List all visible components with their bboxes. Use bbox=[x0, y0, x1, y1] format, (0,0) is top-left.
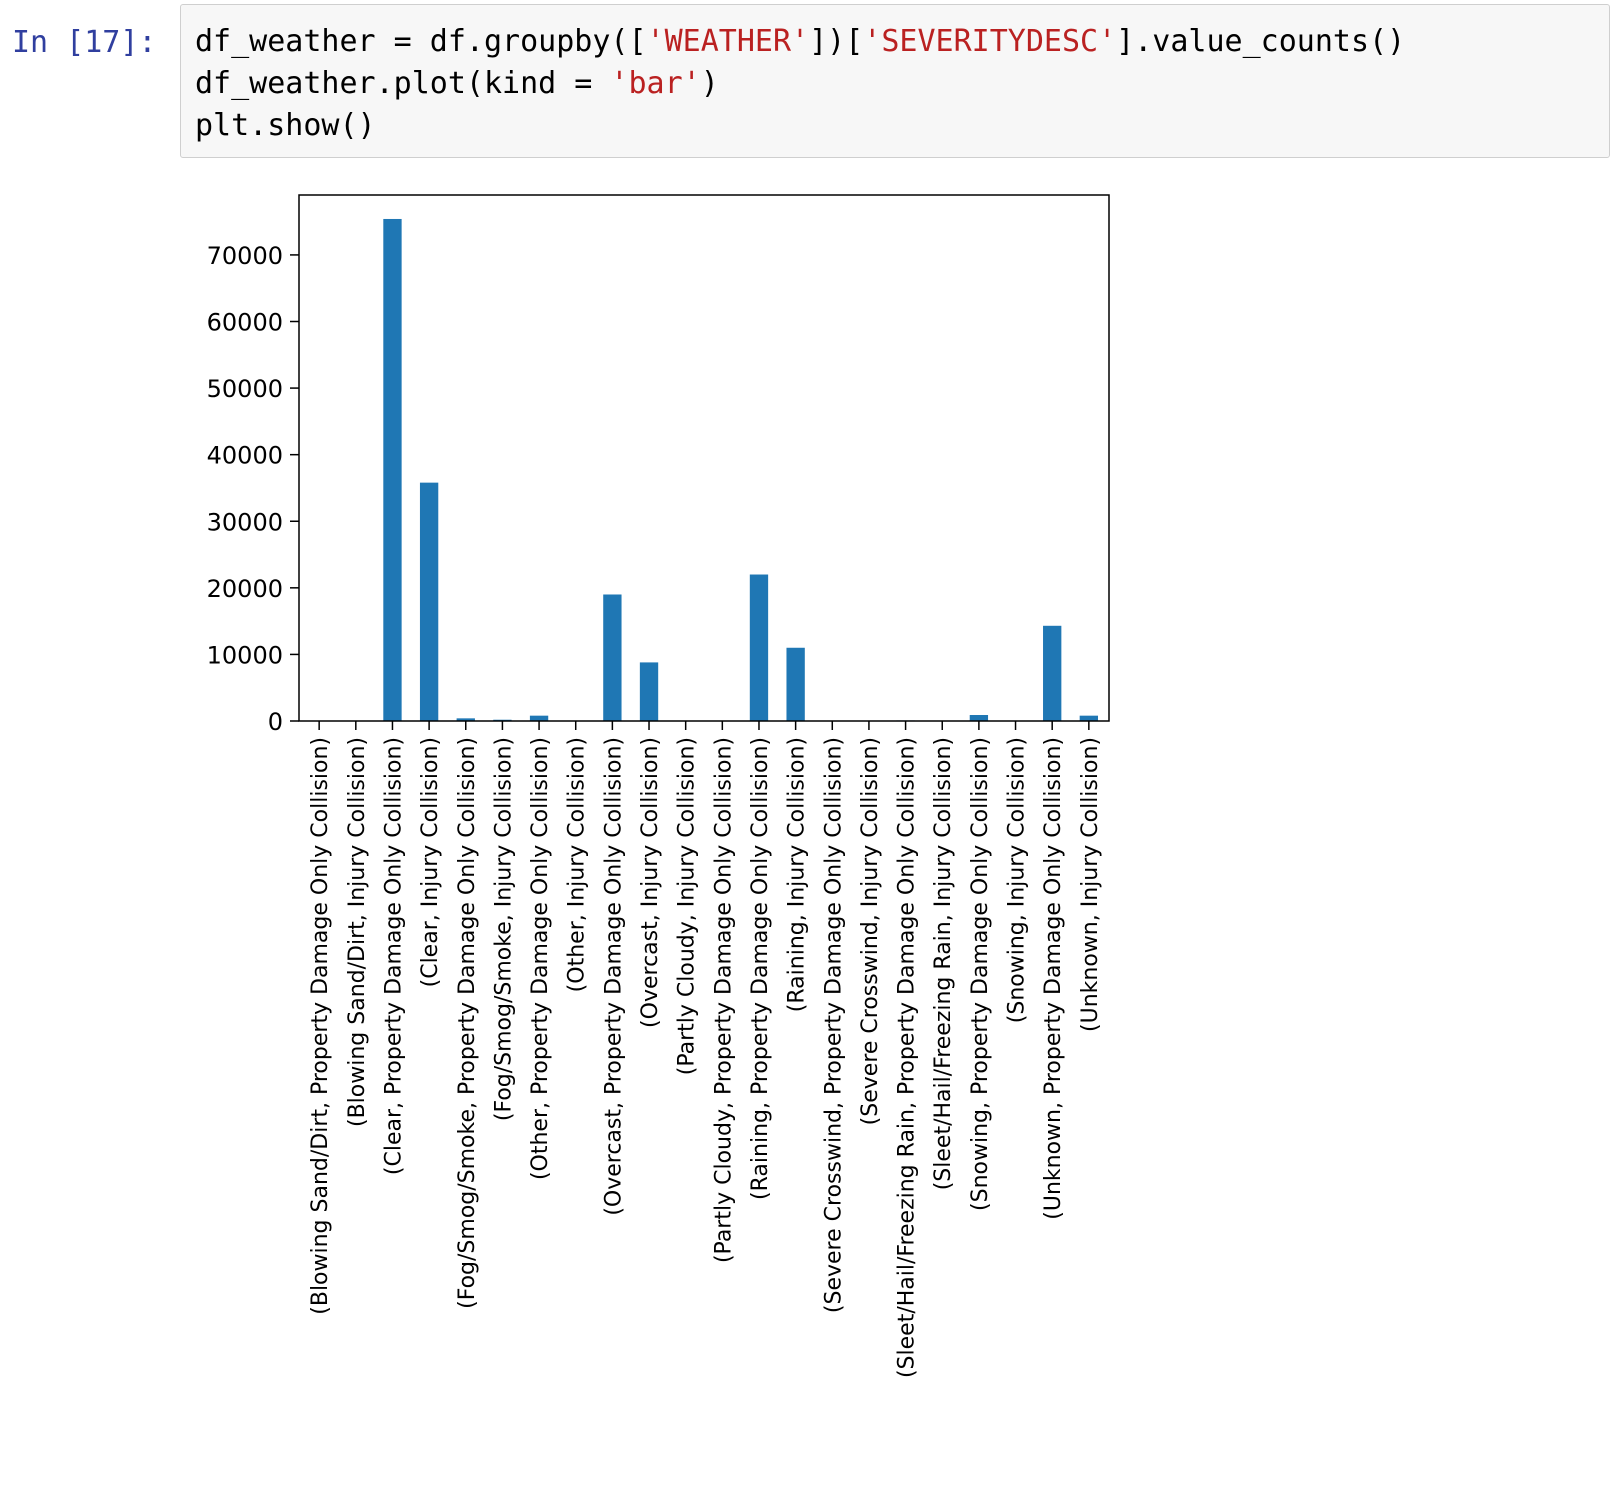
x-tick-label: (Unknown, Property Damage Only Collision… bbox=[1041, 737, 1066, 1220]
code-token: ) bbox=[700, 66, 719, 101]
x-tick-label: (Unknown, Injury Collision) bbox=[1078, 737, 1103, 1032]
bar bbox=[786, 647, 805, 721]
y-tick-label: 70000 bbox=[207, 242, 283, 270]
plot-frame bbox=[298, 194, 1110, 722]
code-line: df_weather = df.groupby(['WEATHER'])['SE… bbox=[195, 21, 1595, 63]
cell-output: 0 10000 20000 30000 40000 50000 60000 70000 (Blo… bbox=[180, 180, 1610, 1490]
code-token: ].value_counts() bbox=[1116, 24, 1406, 59]
x-tick-label: (Snowing, Injury Collision) bbox=[1005, 737, 1030, 1023]
x-tick-label: (Other, Injury Collision) bbox=[565, 737, 590, 992]
code-cell-editor[interactable]: df_weather = df.groupby(['WEATHER'])['SE… bbox=[180, 4, 1610, 158]
x-tick-label: (Snowing, Property Damage Only Collision… bbox=[968, 737, 993, 1211]
bar bbox=[529, 715, 549, 721]
x-tick-label: (Sleet/Hail/Freezing Rain, Property Dama… bbox=[895, 737, 920, 1378]
bar bbox=[639, 662, 659, 721]
x-tick-label: (Overcast, Injury Collision) bbox=[638, 737, 663, 1028]
x-tick-label: (Partly Cloudy, Injury Collision) bbox=[675, 737, 700, 1075]
x-tick-label: (Raining, Property Damage Only Collision… bbox=[748, 737, 773, 1200]
bar bbox=[1079, 715, 1099, 721]
y-tick-label: 40000 bbox=[207, 442, 283, 470]
code-token: ])[ bbox=[809, 24, 864, 59]
code-token: df_weather = df.groupby([ bbox=[195, 24, 647, 59]
code-token: plt.show() bbox=[195, 108, 376, 143]
x-tick-label: (Other, Property Damage Only Collision) bbox=[528, 737, 553, 1180]
x-tick-label: (Partly Cloudy, Property Damage Only Col… bbox=[711, 737, 736, 1263]
x-tick-label: (Fog/Smog/Smoke, Injury Collision) bbox=[491, 737, 516, 1121]
x-tick-label: (Severe Crosswind, Property Damage Only … bbox=[821, 737, 846, 1313]
code-line: df_weather.plot(kind = 'bar') bbox=[195, 63, 1595, 105]
bar bbox=[603, 594, 622, 721]
cell-prompt: In [17]: bbox=[12, 25, 157, 60]
bar bbox=[383, 218, 402, 721]
bar bbox=[749, 574, 769, 721]
y-tick-label: 60000 bbox=[207, 309, 283, 337]
x-tick-label: (Blowing Sand/Dirt, Property Damage Only… bbox=[308, 737, 333, 1315]
code-line: plt.show() bbox=[195, 105, 1595, 147]
code-token: df_weather.plot(kind = bbox=[195, 66, 611, 101]
bar-chart: 0 10000 20000 30000 40000 50000 60000 70000 (Blo… bbox=[207, 194, 1110, 1378]
code-string-token: 'SEVERITYDESC' bbox=[863, 24, 1117, 59]
bar bbox=[969, 715, 989, 721]
x-tick-label: (Blowing Sand/Dirt, Injury Collision) bbox=[345, 737, 370, 1127]
y-tick-label: 50000 bbox=[207, 375, 283, 403]
y-tick-label: 0 bbox=[268, 708, 283, 736]
code-string-token: 'bar' bbox=[610, 66, 701, 101]
x-tick-label: (Overcast, Property Damage Only Collisio… bbox=[601, 737, 626, 1216]
y-tick-label: 30000 bbox=[207, 508, 283, 536]
bar bbox=[456, 718, 475, 721]
y-tick-label: 10000 bbox=[207, 641, 283, 669]
x-tick-label: (Raining, Injury Collision) bbox=[785, 737, 810, 1012]
code-string-token: 'WEATHER' bbox=[646, 24, 810, 59]
y-tick-label: 20000 bbox=[207, 575, 283, 603]
x-tick-label: (Sleet/Hail/Freezing Rain, Injury Collis… bbox=[931, 737, 956, 1190]
bar bbox=[419, 482, 439, 721]
x-tick-label: (Severe Crosswind, Injury Collision) bbox=[858, 737, 883, 1125]
x-tick-label: (Fog/Smog/Smoke, Property Damage Only Co… bbox=[455, 737, 480, 1309]
x-tick-label: (Clear, Injury Collision) bbox=[418, 737, 443, 987]
bar bbox=[1043, 625, 1062, 721]
x-tick-label: (Clear, Property Damage Only Collision) bbox=[381, 737, 406, 1175]
